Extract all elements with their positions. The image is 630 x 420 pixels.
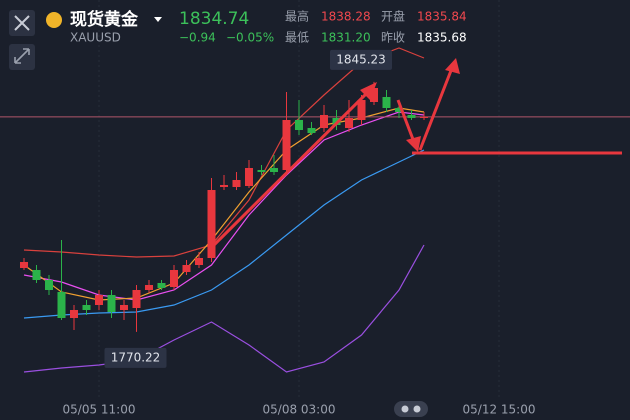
indicator-line (23, 111, 425, 301)
candle-body (232, 180, 241, 187)
candle-body (382, 97, 391, 108)
candle-body (82, 305, 91, 310)
change-pct: −0.05% (226, 31, 274, 45)
x-tick-label: 05/08 03:00 (263, 403, 336, 417)
arrow-head (360, 82, 377, 100)
candle-body (20, 262, 28, 268)
candle-body (270, 168, 278, 172)
plot: 1845.23 1770.22 (0, 0, 630, 400)
pager-pill[interactable] (394, 401, 428, 417)
candle-body (120, 305, 128, 310)
arrow (396, 99, 416, 143)
candle-body (182, 265, 191, 272)
pager-dot (401, 405, 409, 413)
stat-label: 最低 (285, 31, 309, 45)
candle-body (95, 295, 103, 305)
annotation-label: 1770.22 (111, 350, 161, 364)
stat-label: 最高 (285, 9, 309, 24)
arrow-head (406, 136, 421, 152)
candle-body (45, 280, 53, 290)
indicator-line (23, 244, 425, 373)
stat-value: 1831.20 (321, 31, 371, 45)
candle-body (282, 120, 291, 170)
candle-body (207, 190, 216, 258)
stat-label: 开盘 (381, 9, 405, 24)
candle-body (107, 295, 116, 312)
gold-icon (46, 12, 62, 28)
title[interactable]: 现货黄金 (70, 9, 139, 30)
candle-body (307, 128, 316, 133)
dropdown-icon[interactable] (154, 17, 162, 22)
candle-body (220, 185, 228, 187)
candle-body (57, 292, 66, 318)
candle-body (257, 170, 266, 172)
candle-body (407, 115, 416, 118)
stat-value: 1838.28 (321, 10, 371, 24)
arrow (418, 67, 454, 151)
close-icon (14, 15, 30, 31)
annotation-label: 1845.23 (336, 52, 386, 66)
annotation-box (104, 347, 167, 368)
candle-body (145, 285, 153, 290)
toolbar: 现货黄金 XAUUSD 1834.74 −0.94 −0.05% (9, 9, 274, 70)
x-tick-label: 05/12 15:00 (463, 403, 536, 417)
indicator-line (23, 149, 425, 319)
x-tick-label: 05/05 11:00 (63, 403, 136, 417)
arrow (212, 88, 372, 247)
candle-body (357, 100, 366, 120)
symbol: XAUUSD (70, 31, 121, 45)
collapse-icon (14, 48, 30, 64)
price: 1834.74 (179, 9, 249, 29)
candle-body (395, 108, 403, 112)
candle-body (295, 120, 303, 130)
stat-label: 昨收 (381, 31, 405, 45)
candle-body (157, 283, 166, 288)
pager-dot (413, 405, 421, 413)
candle-body (245, 168, 253, 186)
annotation-box (330, 49, 392, 70)
candle-body (320, 115, 328, 128)
candle-body (32, 270, 41, 280)
pager (394, 401, 428, 417)
stat-value: 1835.84 (417, 10, 467, 24)
indicator-line (23, 107, 425, 301)
candle-body (370, 88, 378, 102)
candle-body (420, 116, 428, 118)
drawn-arrows (212, 58, 622, 247)
arrow-head (445, 58, 460, 74)
change: −0.94 (179, 31, 216, 45)
candle-body (70, 310, 78, 318)
candle-body (170, 270, 178, 287)
candle-body (345, 118, 353, 128)
stat-value: 1835.68 (417, 31, 467, 45)
candle-body (132, 290, 141, 308)
candle-body (195, 258, 203, 265)
